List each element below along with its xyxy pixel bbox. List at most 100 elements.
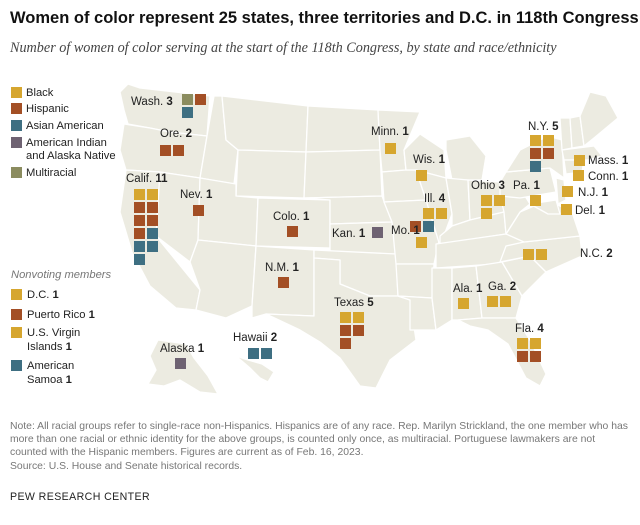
member-marker-asian-american	[248, 348, 259, 359]
state-group-n-j: N.J. 1	[562, 186, 609, 199]
legend-label-hispanic: Hispanic	[26, 103, 69, 115]
member-marker-hispanic	[147, 202, 158, 213]
member-marker-black	[340, 312, 351, 323]
member-marker-hispanic	[173, 145, 184, 156]
state-label-n-y: N.Y. 5	[528, 121, 559, 133]
state-name: Hawaii	[233, 332, 271, 344]
state-shape-wyo	[235, 149, 307, 199]
state-label-pa: Pa. 1	[513, 180, 540, 192]
notes-block: Note: All racial groups refer to single-…	[10, 420, 632, 473]
state-count: 4	[537, 323, 544, 335]
member-marker-hispanic	[134, 202, 145, 213]
nonvoting-swatch-american-samoa	[11, 360, 22, 371]
member-marker-black	[481, 195, 492, 206]
member-marker-black	[487, 296, 498, 307]
state-group-ala: Ala. 1	[453, 283, 483, 309]
state-count: 4	[439, 193, 446, 205]
member-marker-multiracial	[182, 94, 193, 105]
state-count: 1	[359, 228, 366, 240]
state-shape-la	[397, 295, 437, 331]
state-name: Mo.	[391, 225, 413, 237]
member-marker-hispanic	[134, 215, 145, 226]
legend-swatch-multiracial	[11, 167, 22, 178]
state-count: 3	[166, 96, 172, 108]
state-label-n-c: N.C. 2	[580, 248, 613, 260]
legend-swatch-asian-american	[11, 120, 22, 131]
state-label-ore: Ore. 2	[160, 128, 192, 140]
state-count: 1	[206, 189, 213, 201]
member-marker-black	[530, 338, 541, 349]
state-shape-nd	[305, 105, 381, 153]
nonvoting-label-d-c: D.C. 1	[27, 289, 59, 301]
state-name: Conn.	[588, 171, 622, 183]
member-marker-black	[574, 155, 585, 166]
chart-title: Women of color represent 25 states, thre…	[10, 9, 639, 27]
state-group-ore: Ore. 2	[160, 128, 192, 156]
state-shape-mich	[445, 135, 487, 181]
member-marker-hispanic	[530, 351, 541, 362]
member-marker-black	[530, 195, 541, 206]
state-label-hawaii: Hawaii 2	[233, 332, 277, 344]
state-shape-ark	[395, 263, 435, 299]
state-shape-maine	[579, 91, 619, 147]
state-group-ohio: Ohio 3	[471, 180, 505, 219]
state-name: Minn.	[371, 126, 402, 138]
state-count: 1	[622, 155, 629, 167]
state-count: 1	[602, 187, 609, 199]
member-marker-hispanic	[193, 205, 204, 216]
state-label-mo: Mo. 1	[391, 225, 420, 237]
member-marker-black	[416, 170, 427, 181]
state-count: 1	[476, 283, 483, 295]
state-shape-sd	[303, 149, 383, 199]
state-group-hawaii: Hawaii 2	[233, 332, 277, 359]
member-marker-asian-american	[530, 161, 541, 172]
member-marker-hispanic	[160, 145, 171, 156]
state-name: Del.	[575, 205, 599, 217]
state-label-ill: Ill. 4	[424, 193, 446, 205]
state-group-mo: Mo. 1	[391, 225, 427, 248]
state-name: Calif.	[126, 173, 155, 185]
member-marker-black	[573, 170, 584, 181]
member-marker-black	[416, 237, 427, 248]
legend-swatch-black	[11, 87, 22, 98]
member-marker-black	[562, 186, 573, 197]
member-marker-asian-american	[182, 107, 193, 118]
state-group-colo: Colo. 1	[273, 211, 310, 237]
nonvoting-label-american-samoa: American Samoa 1	[27, 360, 74, 386]
member-marker-hispanic	[195, 94, 206, 105]
member-marker-hispanic	[517, 351, 528, 362]
member-marker-black	[543, 135, 554, 146]
state-group-mass: Mass. 1	[574, 155, 629, 167]
member-marker-asian-american	[147, 228, 158, 239]
member-marker-hispanic	[530, 148, 541, 159]
member-marker-black	[436, 208, 447, 219]
state-label-kan: Kan. 1	[332, 228, 366, 240]
member-marker-american-indian-and-alaska-native	[372, 227, 383, 238]
state-label-del: Del. 1	[575, 205, 606, 217]
state-shape-colo	[255, 197, 331, 249]
state-group-calif: Calif. 11	[126, 173, 168, 265]
state-group-ga: Ga. 2	[487, 281, 516, 307]
member-marker-hispanic	[340, 338, 351, 349]
state-count: 2	[186, 128, 192, 140]
state-name: N.J.	[578, 187, 602, 199]
state-name: N.Y.	[528, 121, 552, 133]
state-name: Mass.	[588, 155, 622, 167]
state-count: 5	[367, 297, 374, 309]
nonvoting-label-u-s-virgin-islands: U.S. Virgin Islands 1	[27, 327, 80, 353]
member-marker-black	[423, 208, 434, 219]
note-text: Note: All racial groups refer to single-…	[10, 421, 628, 459]
state-group-del: Del. 1	[561, 204, 606, 217]
state-group-n-m: N.M. 1	[265, 262, 299, 288]
state-count: 2	[510, 281, 516, 293]
state-label-colo: Colo. 1	[273, 211, 310, 223]
state-count: 1	[303, 211, 310, 223]
state-shape-ariz	[189, 239, 257, 319]
state-name: Colo.	[273, 211, 303, 223]
state-name: Nev.	[180, 189, 206, 201]
state-count: 3	[499, 180, 505, 192]
state-group-n-y: N.Y. 5	[528, 121, 559, 172]
member-marker-black	[353, 312, 364, 323]
state-name: Ore.	[160, 128, 186, 140]
